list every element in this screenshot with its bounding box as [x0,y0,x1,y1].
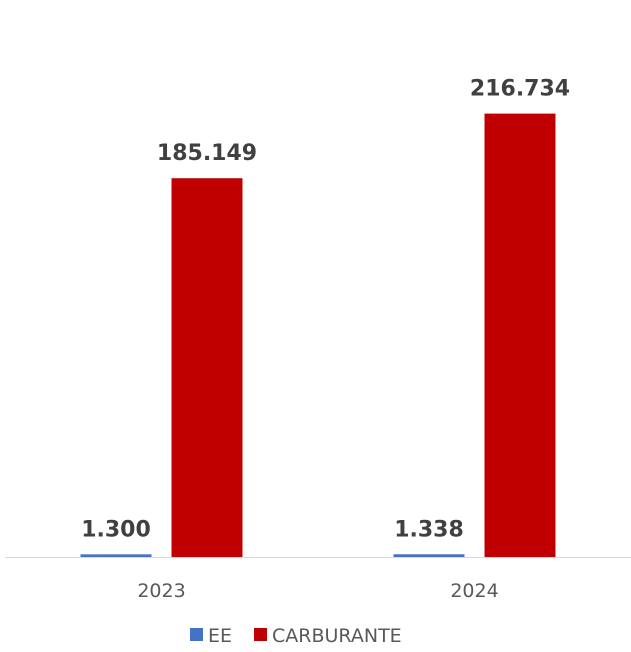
legend: EE CARBURANTE [190,625,402,647]
data-label-ee-2023: 1.300 [81,517,151,542]
legend-swatch-carburante [254,628,268,641]
data-label-carburante-2024: 216.734 [470,77,570,102]
bar-ee-2024 [393,554,465,557]
bars-group [80,113,556,557]
x-tick-label-2023: 2023 [137,580,185,602]
bar-carburante-2023 [171,178,243,557]
data-label-ee-2024: 1.338 [394,517,464,542]
x-tick-label-2024: 2024 [450,580,498,602]
legend-label-carburante: CARBURANTE [272,625,402,647]
legend-swatch-ee [190,628,203,641]
data-label-carburante-2023: 185.149 [157,141,257,166]
bar-ee-2023 [80,554,152,557]
legend-label-ee: EE [208,625,232,647]
x-tick-labels-group: 2023 2024 [137,580,498,602]
value-labels-group: 1.300 185.149 1.338 216.734 [81,77,570,543]
bar-carburante-2024 [484,113,556,557]
